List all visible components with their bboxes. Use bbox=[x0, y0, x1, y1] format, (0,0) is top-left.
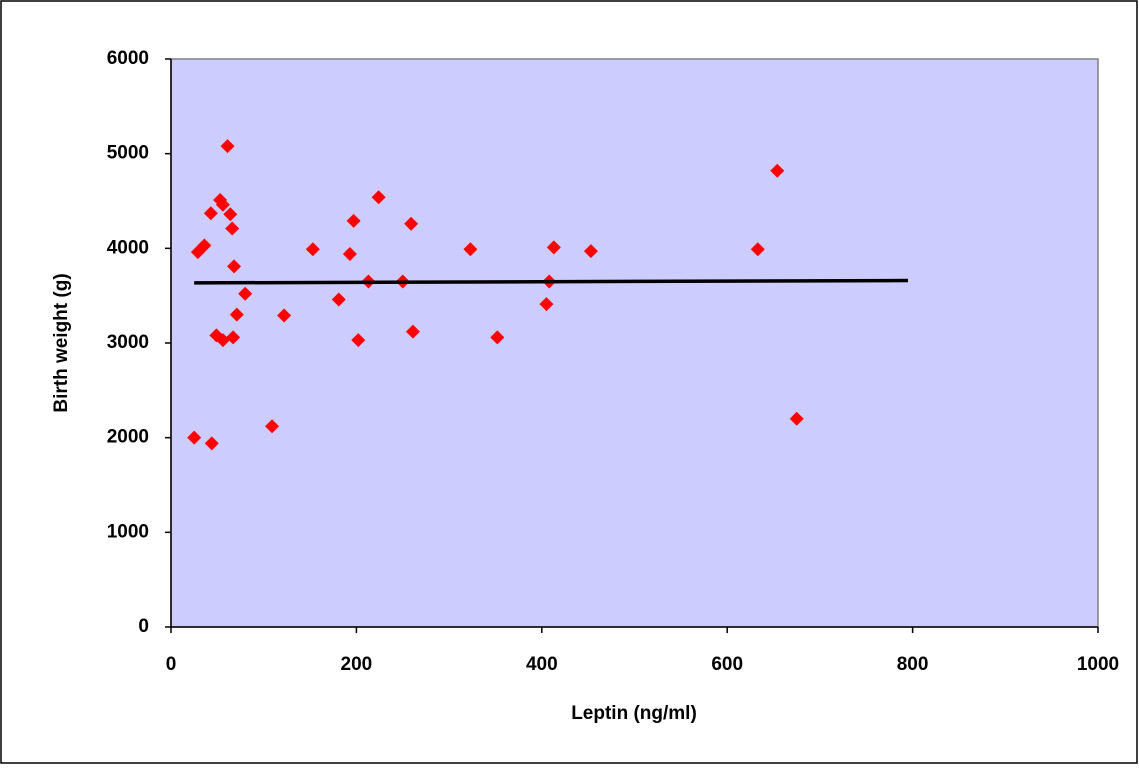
data-point bbox=[226, 330, 241, 345]
data-point bbox=[770, 163, 785, 178]
data-point bbox=[371, 190, 386, 205]
y-axis-title: Birth weight (g) bbox=[51, 273, 72, 412]
data-point bbox=[750, 242, 765, 257]
data-point bbox=[203, 206, 218, 221]
y-tick-label: 2000 bbox=[107, 427, 149, 448]
data-point bbox=[187, 430, 202, 445]
data-point bbox=[265, 419, 280, 434]
y-tick-label: 5000 bbox=[107, 143, 149, 164]
data-point bbox=[220, 139, 235, 154]
data-point bbox=[229, 307, 244, 322]
x-tick-label: 800 bbox=[897, 654, 929, 675]
data-point bbox=[305, 242, 320, 257]
data-point bbox=[346, 213, 361, 228]
data-point bbox=[546, 240, 561, 255]
data-point bbox=[215, 197, 230, 212]
data-point bbox=[223, 207, 238, 222]
data-point bbox=[583, 244, 598, 259]
data-point bbox=[351, 333, 366, 348]
x-tick-label: 1000 bbox=[1077, 654, 1119, 675]
data-point bbox=[227, 259, 242, 274]
y-tick-label: 6000 bbox=[107, 48, 149, 69]
x-tick-label: 0 bbox=[166, 654, 177, 675]
x-tick-label: 200 bbox=[341, 654, 373, 675]
data-point bbox=[539, 297, 554, 312]
data-point bbox=[225, 221, 240, 236]
data-point bbox=[490, 330, 505, 345]
y-tick-label: 1000 bbox=[107, 521, 149, 542]
data-point bbox=[215, 333, 230, 348]
data-point bbox=[197, 238, 212, 253]
data-point bbox=[789, 411, 804, 426]
data-point bbox=[331, 292, 346, 307]
data-point bbox=[405, 324, 420, 339]
y-tick-label: 4000 bbox=[107, 237, 149, 258]
y-tick-label: 0 bbox=[138, 616, 149, 637]
plot-area bbox=[170, 58, 1099, 628]
data-point bbox=[342, 247, 357, 262]
data-point bbox=[404, 216, 419, 231]
x-tick-label: 600 bbox=[711, 654, 743, 675]
data-point bbox=[277, 308, 292, 323]
data-point bbox=[463, 242, 478, 257]
trendline bbox=[194, 278, 908, 285]
y-tick-label: 3000 bbox=[107, 332, 149, 353]
data-point bbox=[238, 286, 253, 301]
x-tick-label: 400 bbox=[526, 654, 558, 675]
data-point bbox=[204, 436, 219, 451]
x-axis-title: Leptin (ng/ml) bbox=[571, 703, 697, 724]
